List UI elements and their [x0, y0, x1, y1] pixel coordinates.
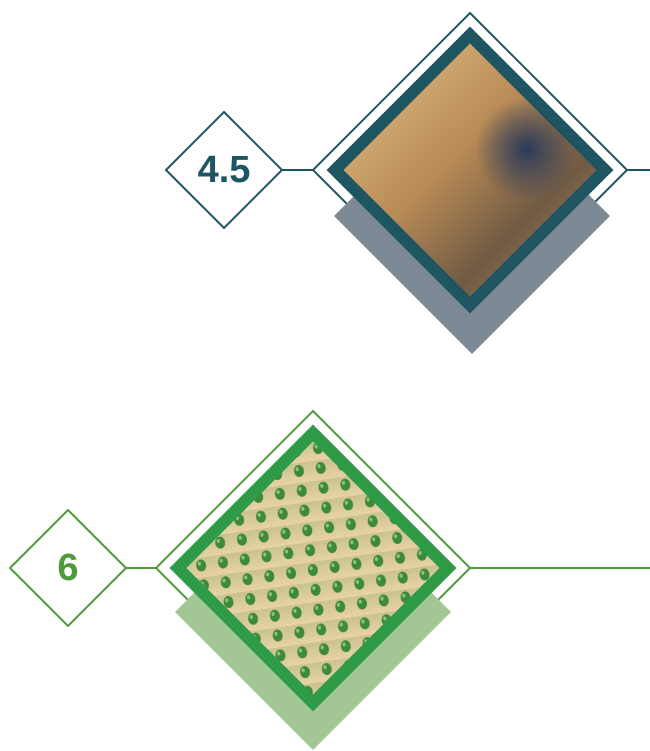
- photo: [178, 433, 448, 703]
- item-2: 6: [10, 411, 650, 750]
- item-label: 6: [57, 547, 78, 589]
- diagram: 4.5 6: [0, 0, 650, 751]
- page: 4.5 6 (() => { const data = JSON.parse(d…: [0, 0, 650, 751]
- item-label: 4.5: [198, 149, 251, 191]
- item-1: 4.5: [166, 13, 650, 354]
